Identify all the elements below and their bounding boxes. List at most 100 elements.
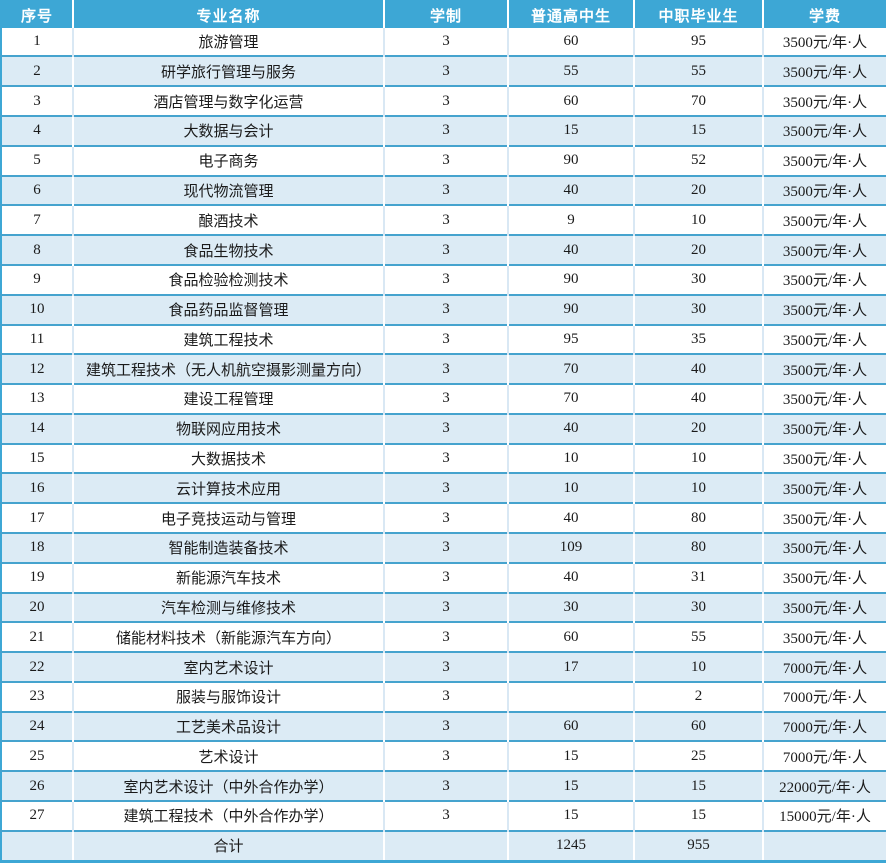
- cell-tuition: 3500元/年·人: [763, 85, 886, 117]
- cell-years: 3: [384, 353, 509, 385]
- cell-tuition: 7000元/年·人: [763, 680, 886, 712]
- cell-tuition: 7000元/年·人: [763, 710, 886, 742]
- cell-tuition: 3500元/年·人: [763, 383, 886, 414]
- cell-vocational: 20: [634, 412, 764, 444]
- cell-vocational: 30: [634, 263, 764, 295]
- cell-regular-hs: 90: [508, 263, 635, 295]
- cell-vocational: 35: [634, 323, 764, 355]
- table-row: 25 艺术设计 3 15 25 7000元/年·人: [1, 740, 886, 772]
- table-header: 序号 专业名称 学制 普通高中生 中职毕业生 学费: [1, 1, 886, 28]
- cell-vocational: 10: [634, 472, 764, 504]
- cell-regular-hs: 60: [508, 621, 635, 653]
- cell-index: 15: [1, 442, 74, 474]
- table-row: 17 电子竞技运动与管理 3 40 80 3500元/年·人: [1, 502, 886, 533]
- cell-regular-hs: 15: [508, 770, 635, 802]
- cell-vocational: 70: [634, 85, 764, 117]
- cell-vocational: 40: [634, 383, 764, 414]
- cell-major: 电子竞技运动与管理: [73, 502, 385, 533]
- cell-index: 26: [1, 770, 74, 802]
- cell-index: 27: [1, 800, 74, 831]
- cell-tuition: 7000元/年·人: [763, 651, 886, 682]
- column-header: 普通高中生: [508, 1, 635, 28]
- cell-vocational: 15: [634, 115, 764, 146]
- cell-major: 建设工程管理: [73, 383, 385, 414]
- table-row: 13 建设工程管理 3 70 40 3500元/年·人: [1, 383, 886, 414]
- cell-years: 3: [384, 621, 509, 653]
- cell-years: 3: [384, 383, 509, 414]
- cell-major: 食品药品监督管理: [73, 293, 385, 325]
- cell-regular-hs: 60: [508, 85, 635, 117]
- table-row: 18 智能制造装备技术 3 109 80 3500元/年·人: [1, 531, 886, 563]
- cell-tuition: 3500元/年·人: [763, 293, 886, 325]
- table-row: 9 食品检验检测技术 3 90 30 3500元/年·人: [1, 263, 886, 295]
- cell-tuition: 15000元/年·人: [763, 800, 886, 831]
- header-row: 序号 专业名称 学制 普通高中生 中职毕业生 学费: [1, 1, 886, 28]
- cell-major: 智能制造装备技术: [73, 531, 385, 563]
- table-row: 11 建筑工程技术 3 95 35 3500元/年·人: [1, 323, 886, 355]
- table-row: 14 物联网应用技术 3 40 20 3500元/年·人: [1, 412, 886, 444]
- cell-vocational: 10: [634, 651, 764, 682]
- table-row: 23 服装与服饰设计 3 2 7000元/年·人: [1, 680, 886, 712]
- cell-major: 建筑工程技术: [73, 323, 385, 355]
- cell-tuition: 3500元/年·人: [763, 144, 886, 176]
- cell-major: 大数据技术: [73, 442, 385, 474]
- cell-vocational: 60: [634, 710, 764, 742]
- cell-tuition: 7000元/年·人: [763, 740, 886, 772]
- cell-regular-hs: 30: [508, 591, 635, 623]
- cell-regular-hs: 9: [508, 204, 635, 236]
- table-row: 3 酒店管理与数字化运营 3 60 70 3500元/年·人: [1, 85, 886, 117]
- cell-regular-hs: 40: [508, 234, 635, 265]
- cell-index: 2: [1, 55, 74, 87]
- table-row: 12 建筑工程技术（无人机航空摄影测量方向） 3 70 40 3500元/年·人: [1, 353, 886, 385]
- cell-vocational: 52: [634, 144, 764, 176]
- cell-regular-hs: 40: [508, 412, 635, 444]
- cell-vocational: 10: [634, 442, 764, 474]
- cell-index: 22: [1, 651, 74, 682]
- table-body: 1 旅游管理 3 60 95 3500元/年·人 2 研学旅行管理与服务 3 55 55 3500元/…: [1, 28, 886, 862]
- cell-tuition: 3500元/年·人: [763, 28, 886, 57]
- cell-years: 3: [384, 740, 509, 772]
- column-header: 序号: [1, 1, 74, 28]
- cell-years: 3: [384, 234, 509, 265]
- cell-vocational: 15: [634, 770, 764, 802]
- total-cell-vocational: 955: [634, 829, 764, 862]
- cell-vocational: 55: [634, 621, 764, 653]
- cell-years: 3: [384, 412, 509, 444]
- cell-vocational: 2: [634, 680, 764, 712]
- cell-major: 大数据与会计: [73, 115, 385, 146]
- cell-tuition: 3500元/年·人: [763, 591, 886, 623]
- cell-vocational: 31: [634, 561, 764, 593]
- table-row: 7 酿酒技术 3 9 10 3500元/年·人: [1, 204, 886, 236]
- cell-index: 25: [1, 740, 74, 772]
- cell-tuition: 3500元/年·人: [763, 353, 886, 385]
- cell-major: 室内艺术设计（中外合作办学）: [73, 770, 385, 802]
- cell-index: 10: [1, 293, 74, 325]
- cell-index: 13: [1, 383, 74, 414]
- cell-years: 3: [384, 591, 509, 623]
- cell-vocational: 30: [634, 591, 764, 623]
- column-header: 学费: [763, 1, 886, 28]
- cell-regular-hs: 70: [508, 353, 635, 385]
- table-row: 21 储能材料技术（新能源汽车方向） 3 60 55 3500元/年·人: [1, 621, 886, 653]
- cell-years: 3: [384, 115, 509, 146]
- table-row: 4 大数据与会计 3 15 15 3500元/年·人: [1, 115, 886, 146]
- cell-tuition: 3500元/年·人: [763, 621, 886, 653]
- cell-index: 20: [1, 591, 74, 623]
- cell-major: 物联网应用技术: [73, 412, 385, 444]
- cell-regular-hs: 10: [508, 472, 635, 504]
- cell-index: 6: [1, 174, 74, 206]
- cell-index: 14: [1, 412, 74, 444]
- cell-tuition: 22000元/年·人: [763, 770, 886, 802]
- cell-regular-hs: 15: [508, 115, 635, 146]
- total-row: 合计 1245 955: [1, 829, 886, 862]
- cell-vocational: 95: [634, 28, 764, 57]
- cell-regular-hs: 60: [508, 710, 635, 742]
- cell-years: 3: [384, 55, 509, 87]
- cell-years: 3: [384, 263, 509, 295]
- total-cell-label: 合计: [73, 829, 385, 862]
- cell-tuition: 3500元/年·人: [763, 531, 886, 563]
- cell-index: 8: [1, 234, 74, 265]
- cell-years: 3: [384, 561, 509, 593]
- cell-years: 3: [384, 502, 509, 533]
- cell-years: 3: [384, 442, 509, 474]
